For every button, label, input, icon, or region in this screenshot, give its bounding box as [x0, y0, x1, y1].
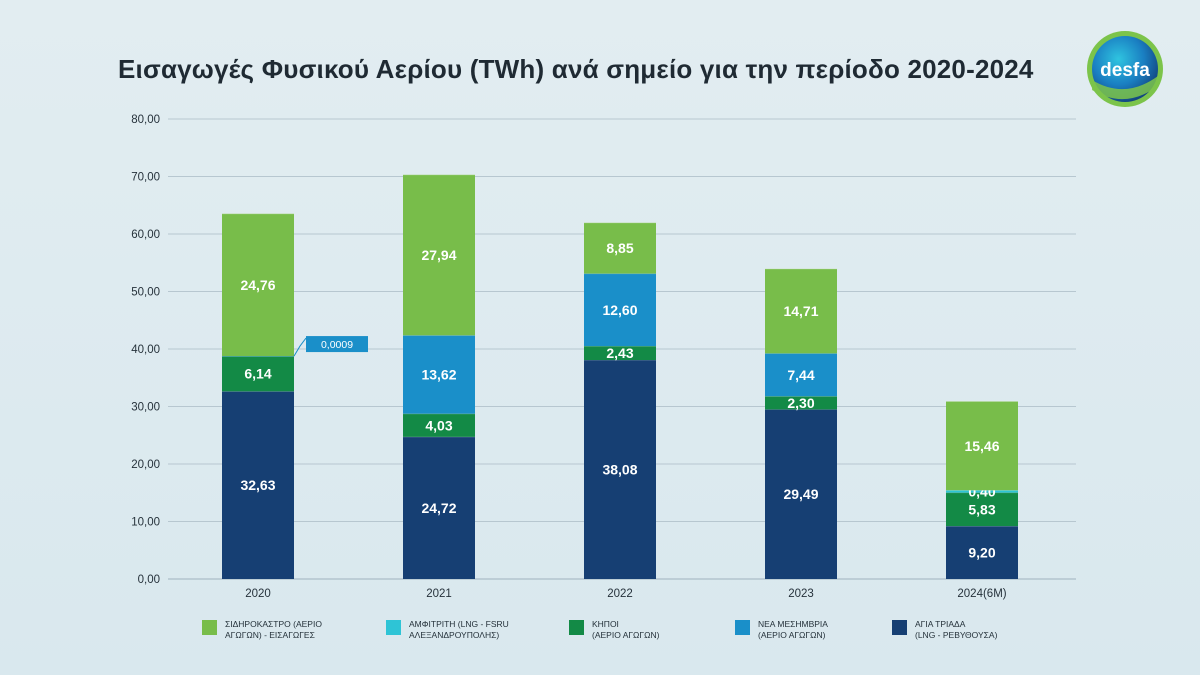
data-label: 7,44 [787, 367, 814, 383]
bar-segment-nea_mesimvria [765, 353, 837, 397]
chart-title: Εισαγωγές Φυσικού Αερίου (TWh) ανά σημεί… [118, 54, 1034, 84]
callout-label: 0,0009 [321, 339, 353, 351]
bar-segment-kipoi [584, 346, 656, 361]
data-label: 2,30 [787, 395, 814, 411]
y-tick-label: 20,00 [131, 459, 160, 471]
bar-segment-kipoi [222, 356, 294, 392]
bar-segment-agia_triada [403, 436, 475, 579]
bar-segment-agia_triada [946, 526, 1018, 579]
y-tick-label: 80,00 [131, 114, 160, 126]
data-label: 5,83 [968, 501, 995, 517]
data-label: 24,76 [240, 277, 275, 293]
data-label: 24,72 [421, 500, 456, 516]
bar-segment-kipoi [765, 396, 837, 410]
data-label: 27,94 [421, 247, 456, 263]
bar-segment-sidirokastro [222, 213, 294, 357]
data-label: 38,08 [602, 462, 637, 478]
bar-segment-agia_triada [584, 360, 656, 579]
bar-segment-nea_mesimvria [403, 335, 475, 414]
desfa-logo: desfa [1087, 31, 1163, 107]
bar-segment-agia_triada [765, 409, 837, 579]
x-tick-label: 2021 [426, 588, 452, 600]
bar-segment-amfitriti [946, 490, 1018, 493]
bar-segment-sidirokastro [765, 268, 837, 354]
data-label: 29,49 [783, 486, 818, 502]
bar-segment-agia_triada [222, 391, 294, 579]
data-label: 8,85 [606, 240, 633, 256]
y-tick-label: 40,00 [131, 344, 160, 356]
x-tick-label: 2024(6M) [957, 588, 1006, 600]
callout-leader [293, 337, 307, 357]
data-label: 14,71 [783, 303, 818, 319]
bar-segment-sidirokastro [584, 222, 656, 274]
y-tick-label: 30,00 [131, 402, 160, 414]
logo-text: desfa [1100, 60, 1150, 81]
bar-segment-nea_mesimvria [222, 356, 294, 357]
data-label: 4,03 [425, 417, 452, 433]
x-tick-label: 2022 [607, 588, 633, 600]
data-label: 12,60 [602, 302, 637, 318]
x-tick-label: 2020 [245, 588, 271, 600]
bar-segment-sidirokastro [403, 174, 475, 336]
bar-segment-kipoi [403, 413, 475, 437]
callout-box [306, 336, 368, 353]
data-label: 32,63 [240, 477, 275, 493]
data-label: 2,43 [606, 345, 633, 361]
data-label: 9,20 [968, 545, 995, 561]
y-tick-label: 50,00 [131, 287, 160, 299]
y-tick-label: 0,00 [138, 574, 160, 586]
x-tick-label: 2023 [788, 588, 814, 600]
data-label: 6,14 [244, 366, 271, 382]
bar-segment-sidirokastro [946, 401, 1018, 491]
bar-segment-nea_mesimvria [584, 273, 656, 347]
bar-segment-kipoi [946, 492, 1018, 527]
data-label: 13,62 [421, 367, 456, 383]
y-tick-label: 60,00 [131, 229, 160, 241]
y-tick-label: 70,00 [131, 172, 160, 184]
y-tick-label: 10,00 [131, 517, 160, 529]
data-label: 15,46 [964, 438, 999, 454]
